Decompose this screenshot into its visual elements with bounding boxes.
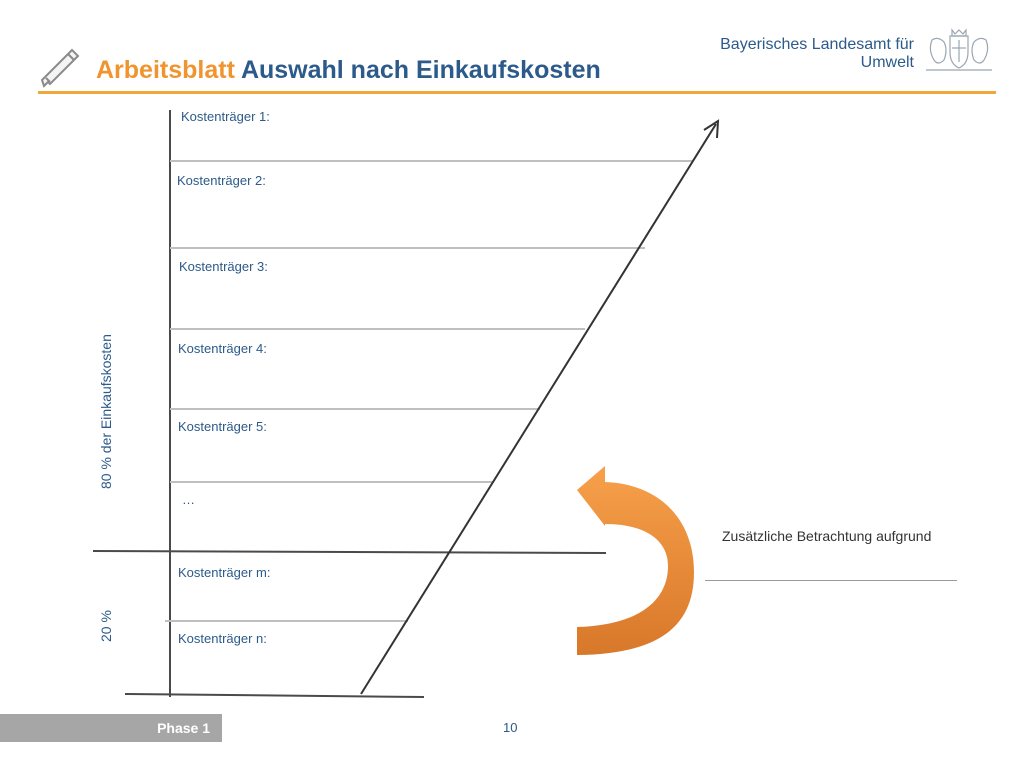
base-line — [124, 693, 425, 698]
kostentraeger-label-3: Kostenträger 3: — [179, 259, 268, 274]
org-line-1: Bayerisches Landesamt für — [720, 36, 914, 53]
header-rule — [38, 91, 996, 94]
diagonal-arrow-line — [360, 123, 717, 695]
phase-bar: Phase 1 — [0, 714, 222, 742]
kostentraeger-label-4: Kostenträger 4: — [178, 341, 267, 356]
phase-label: Phase 1 — [157, 720, 210, 736]
note-text: Zusätzliche Betrachtung aufgrund — [722, 528, 932, 544]
note-input-line — [705, 580, 957, 581]
label-20-percent: 20 % — [98, 610, 114, 642]
label-80-percent: 80 % der Einkaufskosten — [98, 334, 114, 489]
title-prefix: Arbeitsblatt — [96, 56, 235, 84]
kostentraeger-label-5: Kostenträger 5: — [178, 419, 267, 434]
separator-lines — [165, 160, 693, 622]
org-line-2: Umwelt — [860, 54, 914, 71]
diagonal-arrow-head — [703, 119, 720, 139]
crest-icon — [926, 28, 992, 71]
kostentraeger-label-2: Kostenträger 2: — [177, 173, 266, 188]
kostentraeger-label-n: Kostenträger n: — [178, 631, 267, 646]
page-title: Arbeitsblatt Auswahl nach Einkaufskosten — [96, 56, 601, 85]
title-main: Auswahl nach Einkaufskosten — [240, 56, 601, 84]
page-number: 10 — [503, 720, 518, 735]
kostentraeger-label-1: Kostenträger 1: — [181, 109, 270, 124]
kostentraeger-label-m: Kostenträger m: — [178, 565, 271, 580]
pencil-icon — [40, 48, 80, 88]
pareto-divider — [92, 550, 607, 554]
organization-name: Bayerisches Landesamt für Umwelt — [720, 36, 914, 72]
kostentraeger-label-ellipsis: … — [182, 492, 195, 507]
curved-arrow-icon — [577, 466, 694, 655]
